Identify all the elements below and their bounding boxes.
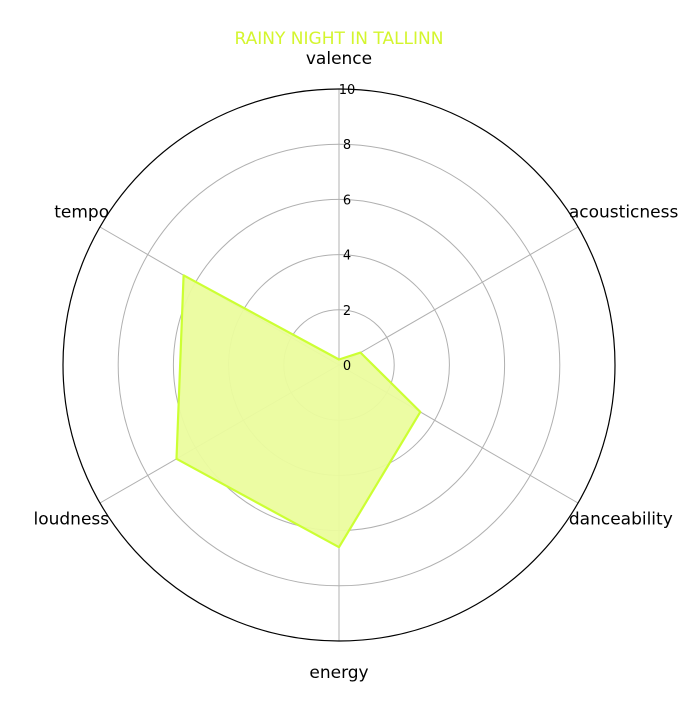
axis-label-loudness: loudness (33, 510, 109, 530)
axis-label-tempo: tempo (54, 203, 109, 223)
spoke-acousticness (339, 227, 578, 365)
radar-series (176, 275, 420, 547)
chart-title: RAINY NIGHT IN TALLINN (235, 29, 444, 49)
r-tick-label-10: 10 (339, 83, 356, 98)
axis-label-energy: energy (309, 663, 368, 683)
axis-label-danceability: danceability (569, 510, 673, 530)
axis-label-acousticness: acousticness (569, 203, 679, 223)
r-tick-label-2: 2 (343, 304, 351, 319)
series-area (177, 275, 421, 547)
r-tick-label-8: 8 (343, 138, 351, 153)
axis-label-valence: valence (306, 49, 372, 69)
r-tick-label-6: 6 (343, 193, 351, 208)
r-tick-label-4: 4 (343, 249, 351, 264)
r-tick-label-0: 0 (343, 359, 351, 374)
radial-tick-labels: 0 2 4 6 8 10 (339, 83, 356, 374)
